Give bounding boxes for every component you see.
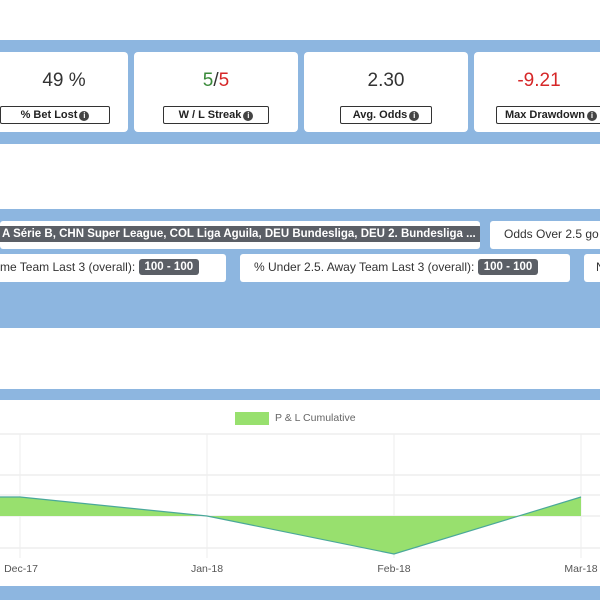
stat-label-wl-streak[interactable]: W / L Streak i — [163, 106, 269, 124]
x-tick-label: Dec-17 — [4, 563, 38, 575]
info-icon[interactable]: i — [79, 111, 90, 121]
stats-panel: 49 % % Bet Lost i 5/5 W / L Streak i 2.30 … — [0, 40, 600, 144]
filter-leagues[interactable]: A Série B, CHN Super League, COL Liga Ag… — [0, 221, 480, 249]
chart-panel-bottom — [0, 586, 600, 600]
pl-chart: P & L Cumulative Dec-17 Jan-18 Feb-18 Mar-1… — [0, 400, 600, 586]
chart-plot — [0, 433, 600, 558]
legend-swatch[interactable] — [235, 412, 269, 425]
x-tick-label: Feb-18 — [377, 563, 411, 575]
x-tick-label: Mar-18 — [564, 563, 598, 575]
series-area — [0, 497, 581, 554]
stat-value-wl-streak: 5/5 — [202, 70, 230, 91]
stat-card-avg-odds: 2.30 Avg. Odds i — [304, 52, 468, 132]
stat-label-avg-odds[interactable]: Avg. Odds i — [340, 106, 432, 124]
stat-label-max-drawdown[interactable]: Max Drawdown i — [496, 106, 600, 124]
stat-value-max-drawdown: -9.21 — [517, 70, 561, 91]
info-icon[interactable]: i — [243, 111, 254, 121]
away-value-pill: 100 - 100 — [477, 259, 539, 275]
filter-odds[interactable]: Odds Over 2.5 go — [490, 221, 600, 249]
info-icon[interactable]: i — [587, 111, 598, 121]
stat-value-bet-lost: 49 % — [42, 70, 86, 91]
info-icon[interactable]: i — [409, 111, 420, 121]
stat-card-max-drawdown: -9.21 Max Drawdown i — [474, 52, 600, 132]
x-tick-label: Jan-18 — [190, 563, 224, 575]
filter-third[interactable]: N — [584, 254, 600, 282]
stat-label-bet-lost[interactable]: % Bet Lost i — [0, 106, 110, 124]
chart-panel-top — [0, 389, 600, 400]
filters-panel: A Série B, CHN Super League, COL Liga Ag… — [0, 209, 600, 328]
stat-value-avg-odds: 2.30 — [367, 70, 405, 91]
leagues-pill: A Série B, CHN Super League, COL Liga Ag… — [0, 226, 480, 242]
home-value-pill: 100 - 100 — [138, 259, 200, 275]
filter-home-team-last3[interactable]: me Team Last 3 (overall): 100 - 100 — [0, 254, 226, 282]
stat-card-wl-streak: 5/5 W / L Streak i — [134, 52, 298, 132]
stat-card-bet-lost: 49 % % Bet Lost i — [0, 52, 128, 132]
filter-away-team-last3[interactable]: % Under 2.5. Away Team Last 3 (overall):… — [240, 254, 570, 282]
legend-label[interactable]: P & L Cumulative — [275, 412, 356, 424]
